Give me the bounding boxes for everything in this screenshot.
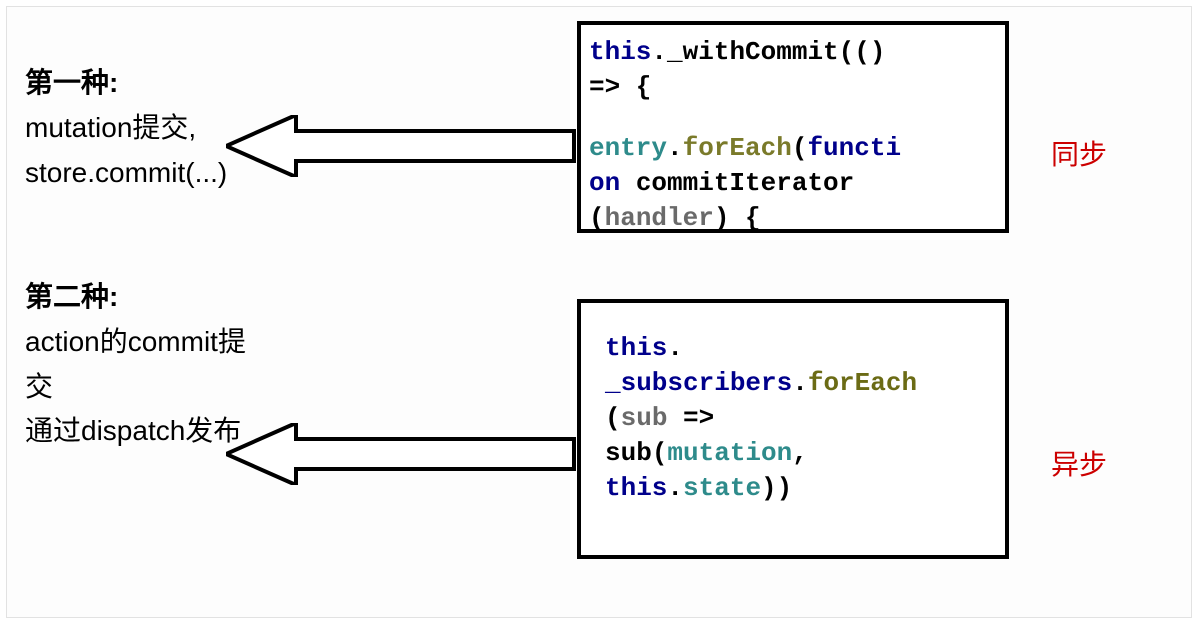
code1-blank [589, 105, 999, 131]
arrow-left-1 [226, 115, 576, 177]
code1-line4: on commitIterator [589, 166, 999, 201]
section-2: 第二种: action的commit提 交 通过dispatch发布 [25, 275, 246, 454]
code1-line3: entry.forEach(functi [589, 131, 999, 166]
section-2-line1: action的commit提 [25, 320, 246, 365]
section-2-line3: 通过dispatch发布 [25, 409, 246, 454]
section-1-line2: store.commit(...) [25, 151, 227, 196]
arrow-left-2 [226, 423, 576, 485]
code1-line1: this._withCommit(() [589, 35, 999, 70]
section-2-heading: 第二种: [25, 275, 246, 320]
section-1-line1: mutation提交, [25, 106, 227, 151]
code2-line5: this.state)) [605, 471, 999, 506]
code-box-1: this._withCommit(() => { entry.forEach(f… [577, 21, 1009, 233]
code-box-2: this. _subscribers.forEach (sub => sub(m… [577, 299, 1009, 559]
section-1: 第一种: mutation提交, store.commit(...) [25, 61, 227, 195]
diagram-canvas: 第一种: mutation提交, store.commit(...) 第二种: … [6, 6, 1192, 618]
code2-line3: (sub => [605, 401, 999, 436]
section-2-line2: 交 [25, 365, 246, 410]
label-async: 异步 [1051, 443, 1107, 483]
label-sync: 同步 [1051, 133, 1107, 173]
code2-line2: _subscribers.forEach [605, 366, 999, 401]
section-1-heading: 第一种: [25, 61, 227, 106]
code1-line2: => { [589, 70, 999, 105]
code2-line4: sub(mutation, [605, 436, 999, 471]
code1-line5: (handler) { [589, 201, 999, 233]
code2-line1: this. [605, 331, 999, 366]
